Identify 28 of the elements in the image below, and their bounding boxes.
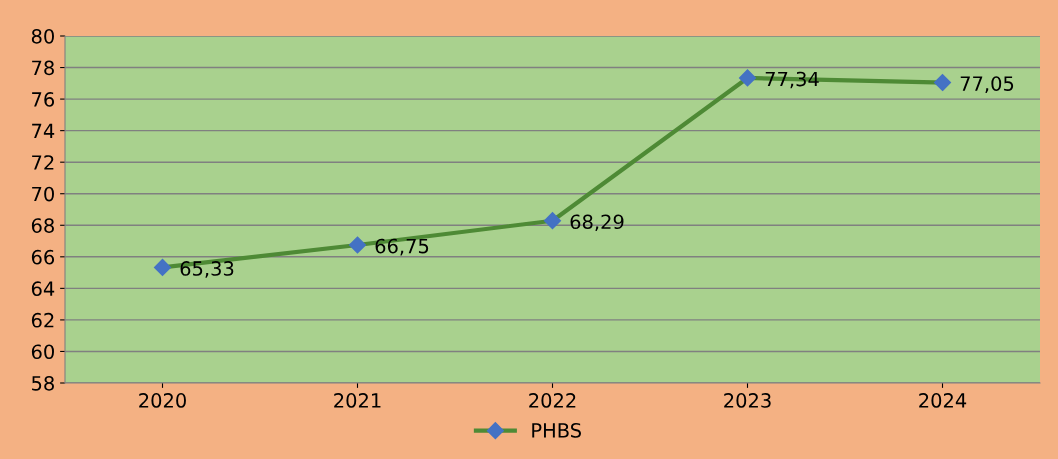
y-tick-label: 68	[31, 218, 54, 233]
x-tick-label: 2024	[919, 393, 967, 408]
point	[543, 212, 562, 230]
data-label: 68,29	[570, 214, 624, 232]
x-tick-label: 2023	[724, 393, 771, 408]
y-tick-label: 60	[31, 344, 54, 360]
point	[153, 258, 172, 276]
y-tick-label: 72	[32, 155, 54, 170]
y-tick-label: 76	[32, 92, 55, 107]
y-tick-label: 64	[31, 281, 55, 297]
data-label: 77,34	[765, 71, 819, 89]
point	[738, 69, 757, 87]
x-tick-label: 2022	[529, 393, 576, 408]
data-label: 77,05	[960, 76, 1014, 93]
point	[348, 236, 367, 254]
y-tick-label: 62	[31, 312, 54, 328]
data-label: 65,33	[180, 261, 234, 278]
point	[933, 73, 952, 92]
x-tick-label: 2021	[334, 393, 381, 408]
y-tick-label: 66	[31, 249, 55, 265]
legend-label: PHBS	[532, 423, 581, 438]
y-tick-label: 58	[32, 375, 54, 391]
y-tick-label: 70	[32, 186, 54, 202]
y-tick-label: 78	[32, 60, 54, 76]
data-label: 66,75	[375, 238, 429, 256]
y-tick-label: 80	[31, 28, 54, 44]
y-tick-label: 74	[32, 123, 55, 139]
x-tick-label: 2020	[139, 393, 186, 408]
